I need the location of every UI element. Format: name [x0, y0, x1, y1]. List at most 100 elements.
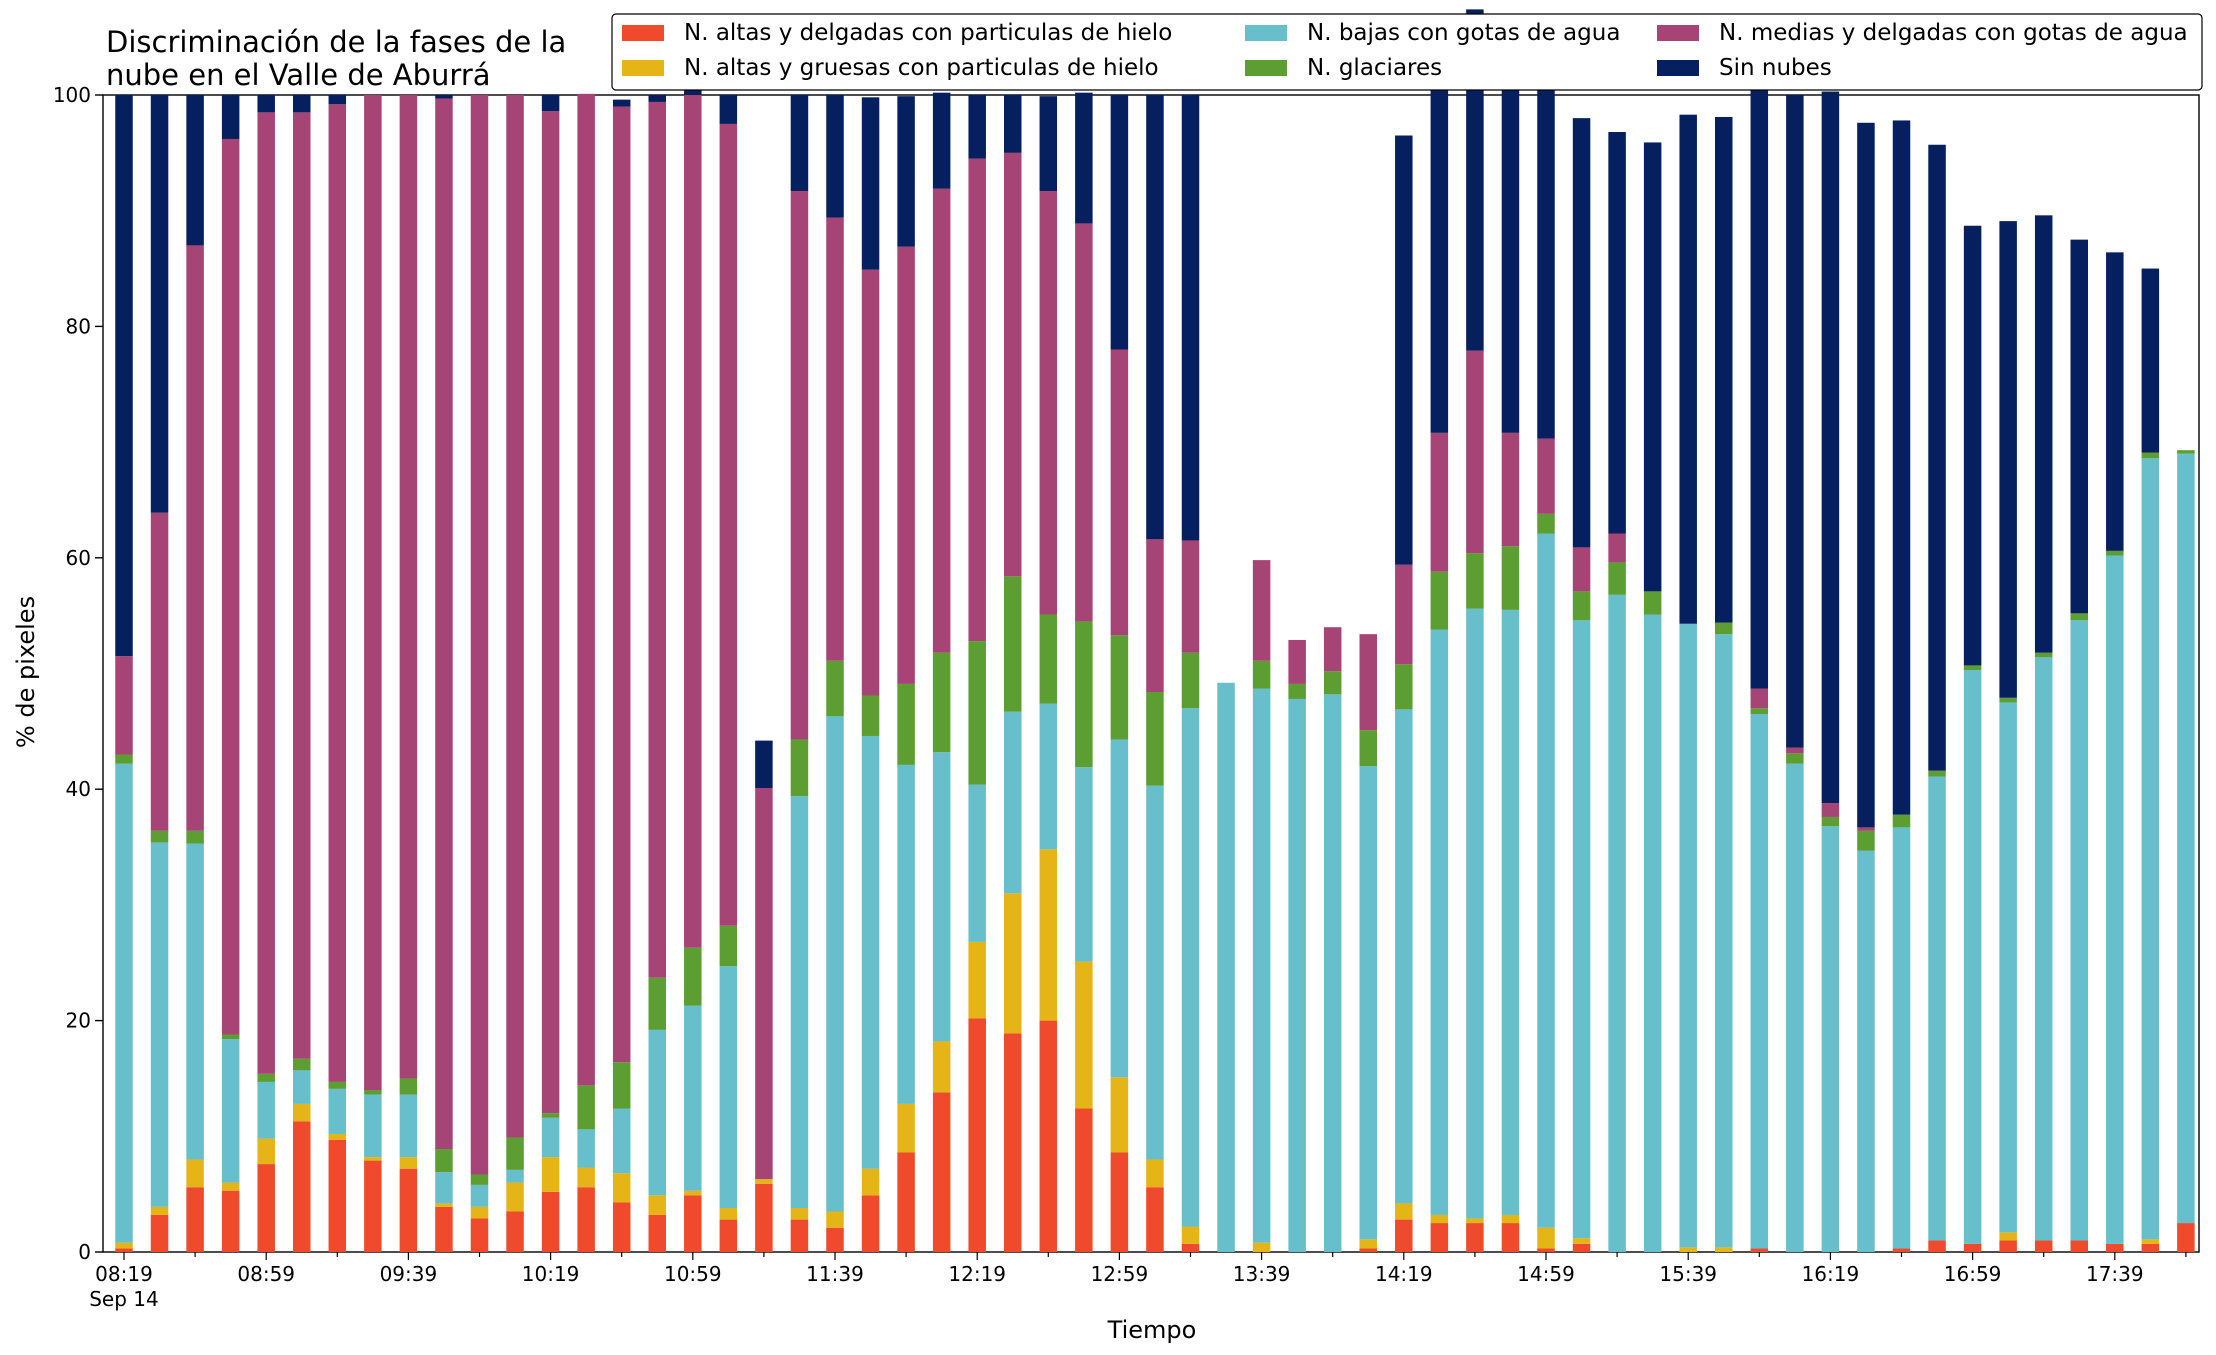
bar-segment-5-57 [2141, 268, 2160, 453]
bar-segment-1-20 [826, 1211, 844, 1228]
y-axis-label: % de pixeles [12, 596, 40, 748]
bar-segment-5-17 [719, 95, 738, 124]
bar-segment-2-31 [1217, 682, 1235, 1252]
bar-segment-0-5 [293, 1121, 311, 1252]
bar-segment-4-18 [755, 788, 773, 1180]
bar-segment-3-6 [328, 1081, 347, 1089]
bar-segment-1-53 [1999, 1232, 2017, 1241]
y-tick-label-1: 20 [66, 1009, 91, 1033]
bar-segment-5-55 [2070, 239, 2088, 614]
bar-segment-5-38 [1466, 9, 1484, 351]
bar-segment-0-14 [612, 1202, 631, 1252]
bar-segment-1-35 [1359, 1239, 1377, 1249]
bar-segment-5-6 [328, 95, 347, 105]
bar-segment-0-56 [2106, 1243, 2124, 1252]
bar-segment-3-34 [1323, 671, 1342, 695]
bar-segment-4-10 [470, 95, 489, 1175]
bar-segment-1-8 [399, 1157, 418, 1169]
bar-segment-3-27 [1075, 621, 1093, 768]
bar-segment-3-45 [1715, 622, 1733, 635]
bar-segment-5-52 [1963, 225, 1982, 666]
bar-segment-1-6 [328, 1133, 347, 1140]
bar-segment-3-58 [2177, 450, 2195, 454]
bar-segment-3-39 [1501, 546, 1520, 610]
bar-segment-4-37 [1430, 432, 1449, 572]
bar-segment-4-35 [1359, 634, 1377, 731]
bar-segment-4-2 [186, 245, 204, 831]
bar-segment-4-41 [1572, 547, 1591, 592]
bar-segment-1-12 [541, 1157, 560, 1192]
bar-segment-0-9 [435, 1206, 453, 1252]
bar-segment-5-56 [2106, 252, 2124, 551]
bar-segment-3-16 [684, 947, 702, 1006]
bar-segment-3-0 [115, 754, 133, 764]
bar-segment-2-54 [2034, 657, 2053, 1241]
bar-segment-1-15 [648, 1195, 666, 1215]
x-tick-label-6: 12:19 [948, 1262, 1006, 1286]
bar-segment-0-1 [150, 1214, 169, 1252]
bar-segment-0-40 [1537, 1248, 1555, 1252]
bar-segment-1-3 [221, 1182, 240, 1191]
bar-segment-4-24 [968, 158, 986, 642]
bar-segment-0-36 [1395, 1219, 1413, 1252]
bar-segment-3-17 [719, 925, 738, 967]
bar-segment-1-21 [861, 1168, 880, 1196]
bar-segment-2-32 [1252, 688, 1271, 1243]
x-tick-label-8: 13:39 [1233, 1262, 1291, 1286]
legend-label-1: N. altas y gruesas con particulas de hie… [684, 55, 1159, 81]
bar-segment-2-19 [790, 796, 809, 1209]
x-tick-label-9: 14:19 [1375, 1262, 1433, 1286]
bar-segment-4-1 [150, 512, 169, 831]
bar-segment-2-1 [150, 842, 169, 1207]
bar-segment-3-28 [1110, 635, 1129, 740]
bar-segment-1-38 [1466, 1218, 1484, 1224]
bar-segment-4-13 [577, 93, 595, 1086]
bar-segment-2-24 [968, 784, 986, 942]
bar-segment-3-26 [1039, 614, 1058, 704]
bar-segment-2-44 [1679, 623, 1697, 1248]
bar-segment-2-13 [577, 1129, 595, 1168]
bar-segment-5-19 [790, 95, 809, 192]
bar-segment-3-42 [1608, 562, 1626, 595]
bar-segment-5-45 [1715, 116, 1733, 623]
bar-segment-5-30 [1181, 95, 1200, 541]
bar-segment-2-11 [506, 1169, 524, 1183]
bar-segment-4-9 [435, 98, 453, 1150]
bar-segment-0-38 [1466, 1223, 1484, 1252]
bar-segment-1-14 [612, 1173, 631, 1203]
bar-segment-2-45 [1715, 634, 1733, 1248]
bar-segment-1-1 [150, 1206, 169, 1215]
bar-segment-2-47 [1786, 763, 1804, 1252]
bar-segment-1-10 [470, 1206, 489, 1219]
bar-segment-0-6 [328, 1139, 347, 1252]
bar-segment-2-3 [221, 1039, 240, 1183]
chart-title: Discriminación de la fases de la nube en… [106, 25, 566, 92]
bar-segment-0-50 [1892, 1248, 1911, 1252]
bar-segment-2-0 [115, 763, 133, 1243]
bar-segment-5-44 [1679, 114, 1697, 624]
bar-segment-4-17 [719, 123, 738, 926]
bar-segment-4-20 [826, 217, 844, 661]
x-tick-label-5: 11:39 [806, 1262, 864, 1286]
y-tick-label-0: 0 [78, 1240, 91, 1264]
bar-segment-2-2 [186, 843, 204, 1160]
chart-title-line-1: Discriminación de la fases de la [106, 25, 566, 59]
bar-segment-3-13 [577, 1085, 595, 1130]
bar-segment-2-5 [293, 1070, 311, 1104]
bar-segment-5-20 [826, 95, 844, 218]
bar-segment-1-22 [897, 1103, 915, 1153]
bar-segment-0-15 [648, 1214, 666, 1252]
bar-segment-0-8 [399, 1168, 418, 1252]
x-tick-label-3: 10:19 [522, 1262, 580, 1286]
bar-segment-5-50 [1892, 120, 1911, 815]
bar-segment-1-39 [1501, 1214, 1520, 1224]
bar-segment-1-44 [1679, 1247, 1697, 1252]
bar-segment-3-4 [257, 1073, 275, 1082]
bar-segment-3-35 [1359, 730, 1377, 767]
bar-segment-2-42 [1608, 594, 1626, 1252]
bar-segment-1-30 [1181, 1226, 1200, 1244]
bar-segment-4-26 [1039, 191, 1058, 615]
legend-swatch-1 [622, 60, 664, 76]
